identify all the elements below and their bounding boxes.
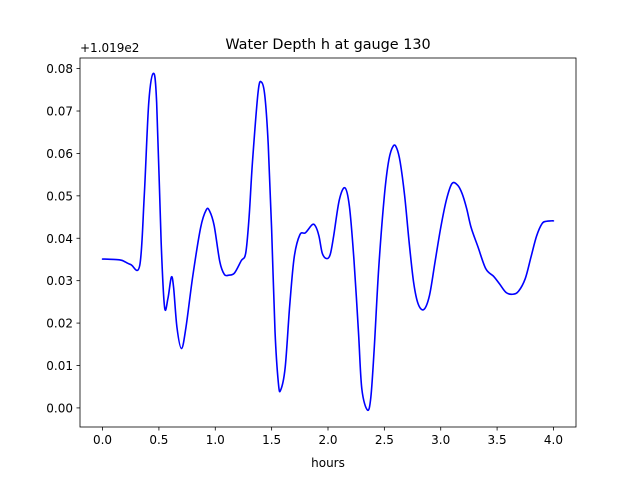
x-tick-label: 2.5 bbox=[375, 433, 394, 447]
series-line-0 bbox=[101, 72, 555, 412]
y-tick-label: 0.01 bbox=[46, 359, 73, 373]
plot-area: 0.0 0.5 1.0 1.5 2.0 2.5 3.0 3.5 4.0 0.00 0.01 0.02 0… bbox=[46, 57, 577, 447]
y-axis-offset-label: +1.019e2 bbox=[80, 41, 139, 55]
y-tick-label: 0.07 bbox=[46, 105, 73, 119]
y-tick-label: 0.06 bbox=[46, 147, 73, 161]
x-tick-label: 3.0 bbox=[431, 433, 450, 447]
x-tick-label: 1.5 bbox=[262, 433, 281, 447]
x-tick-label: 4.0 bbox=[544, 433, 563, 447]
y-tick-label: 0.02 bbox=[46, 317, 73, 331]
chart-title: Water Depth h at gauge 130 bbox=[225, 37, 430, 53]
x-tick-label: 2.0 bbox=[318, 433, 337, 447]
axes-frame bbox=[79, 57, 577, 428]
x-tick-label: 0.0 bbox=[93, 433, 112, 447]
y-tick-label: 0.00 bbox=[46, 401, 73, 415]
y-tick-label: 0.05 bbox=[46, 189, 73, 203]
y-tick-label: 0.04 bbox=[46, 232, 73, 246]
x-tick-label: 0.5 bbox=[149, 433, 168, 447]
x-tick-label: 3.5 bbox=[488, 433, 507, 447]
x-axis-label: hours bbox=[311, 456, 345, 470]
y-tick-label: 0.03 bbox=[46, 274, 73, 288]
x-tick-label: 1.0 bbox=[206, 433, 225, 447]
y-tick-label: 0.08 bbox=[46, 62, 73, 76]
